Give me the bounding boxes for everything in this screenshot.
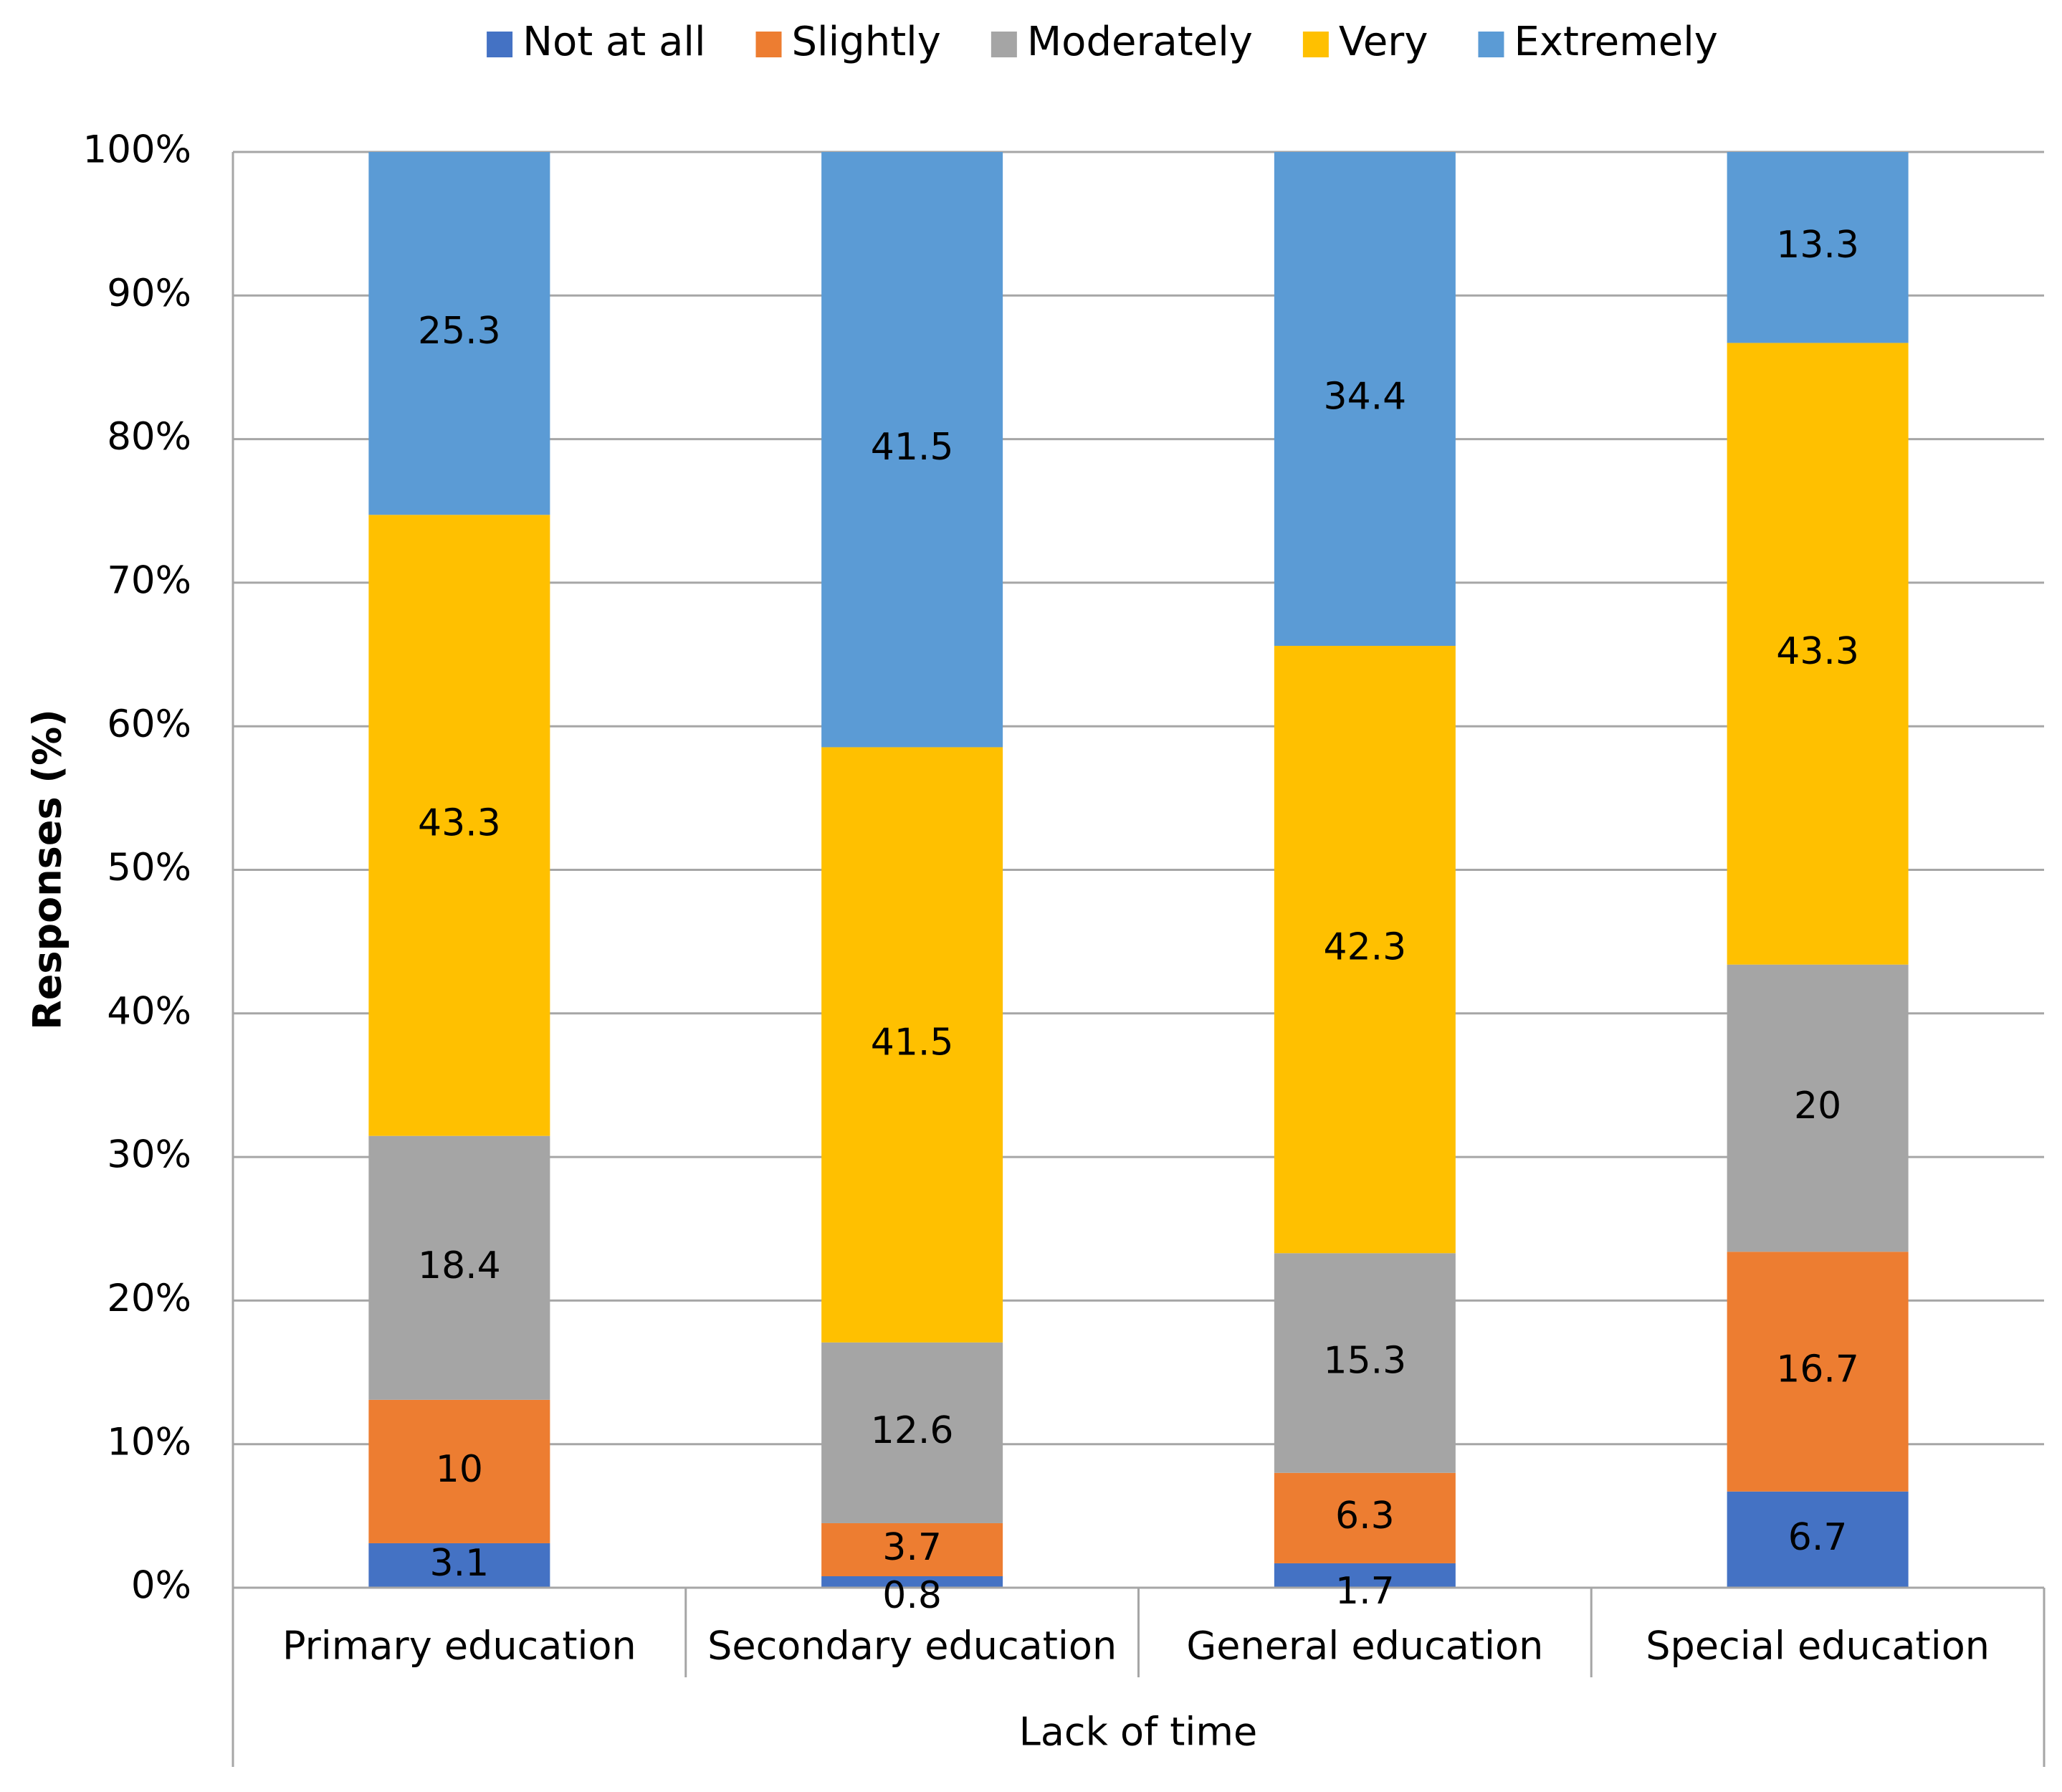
legend-label: Extremely <box>1514 19 1717 65</box>
bar-segment <box>368 515 550 1136</box>
y-tick-label: 10% <box>107 1420 191 1464</box>
data-label: 41.5 <box>871 1021 954 1064</box>
bar-segment <box>368 1135 550 1400</box>
y-tick-label: 70% <box>107 559 191 603</box>
y-tick-label: 30% <box>107 1133 191 1177</box>
data-label: 25.3 <box>418 310 501 353</box>
data-label: 13.3 <box>1776 224 1859 267</box>
y-tick-label: 100% <box>82 128 191 172</box>
legend-swatch <box>487 32 513 57</box>
bar-segment <box>821 1342 1003 1523</box>
data-label: 41.5 <box>871 426 954 469</box>
data-label: 15.3 <box>1323 1340 1406 1383</box>
bar-segment <box>368 1543 550 1588</box>
bar-segment <box>368 1399 550 1543</box>
y-tick-label: 50% <box>107 846 191 890</box>
bar-segment <box>1274 1472 1456 1563</box>
y-tick-label: 80% <box>107 415 191 459</box>
bars <box>368 152 1909 1588</box>
bar-segment <box>1727 964 1909 1252</box>
data-label: 18.4 <box>418 1244 501 1287</box>
legend-swatch <box>991 32 1017 57</box>
y-tick-label: 0% <box>131 1564 191 1608</box>
y-axis-title: Responses (%) <box>25 709 70 1030</box>
bar-segment <box>1727 343 1909 965</box>
legend-swatch <box>755 32 782 57</box>
y-tick-label: 60% <box>107 702 191 746</box>
y-tick-label: 40% <box>107 989 191 1033</box>
data-label: 16.7 <box>1776 1348 1859 1391</box>
y-tick-label: 90% <box>107 272 191 315</box>
data-label: 12.6 <box>871 1409 954 1452</box>
bar-segment <box>368 152 550 515</box>
data-labels: 3.1 10 18.4 43.3 25.3 0.8 3.7 12.6 41.5 41.5 1.7 6.… <box>418 224 1859 1617</box>
bar-segment <box>1274 646 1456 1254</box>
data-label: 20 <box>1794 1085 1841 1128</box>
bar-segment <box>821 152 1003 748</box>
data-label: 6.7 <box>1788 1516 1848 1559</box>
bar-segment <box>1727 1252 1909 1492</box>
legend-swatch <box>1478 32 1504 57</box>
data-label: 34.4 <box>1323 376 1406 419</box>
data-label: 43.3 <box>418 801 501 844</box>
x-category-labels: Primary education Secondary education Gene… <box>282 1624 1990 1669</box>
bar-segment <box>1274 1253 1456 1473</box>
legend-label: Slightly <box>792 19 941 65</box>
legend-label: Not at all <box>522 19 705 65</box>
data-label: 10 <box>436 1448 483 1491</box>
x-group-label: Lack of time <box>1019 1710 1258 1755</box>
axes <box>232 152 2046 1767</box>
x-category-label: General education <box>1186 1624 1543 1669</box>
bar-segment <box>1727 152 1909 343</box>
y-tick-label: 20% <box>107 1277 191 1320</box>
data-label: 0.8 <box>882 1574 942 1617</box>
bar-segment <box>821 1576 1003 1588</box>
legend-label: Very <box>1339 19 1428 65</box>
data-label: 42.3 <box>1323 926 1406 969</box>
bar-segment <box>1727 1491 1909 1588</box>
bar-segment <box>821 747 1003 1343</box>
x-category-label: Primary education <box>282 1624 636 1669</box>
y-tick-labels: 0% 10% 20% 30% 40% 50% 60% 70% 80% 90% 100% <box>82 128 191 1608</box>
data-label: 1.7 <box>1335 1570 1395 1613</box>
legend: Not at all Slightly Moderately Very Extremel… <box>487 19 1718 65</box>
legend-label: Moderately <box>1027 19 1253 65</box>
data-label: 3.1 <box>430 1542 490 1585</box>
bar-segment <box>821 1522 1003 1576</box>
bar-segment <box>1274 152 1456 647</box>
x-category-label: Secondary education <box>707 1624 1117 1669</box>
legend-swatch <box>1302 32 1329 57</box>
data-label: 6.3 <box>1335 1495 1395 1538</box>
x-category-label: Special education <box>1646 1624 1990 1669</box>
data-label: 43.3 <box>1776 630 1859 673</box>
bar-segment <box>1274 1563 1456 1588</box>
data-label: 3.7 <box>882 1526 942 1569</box>
